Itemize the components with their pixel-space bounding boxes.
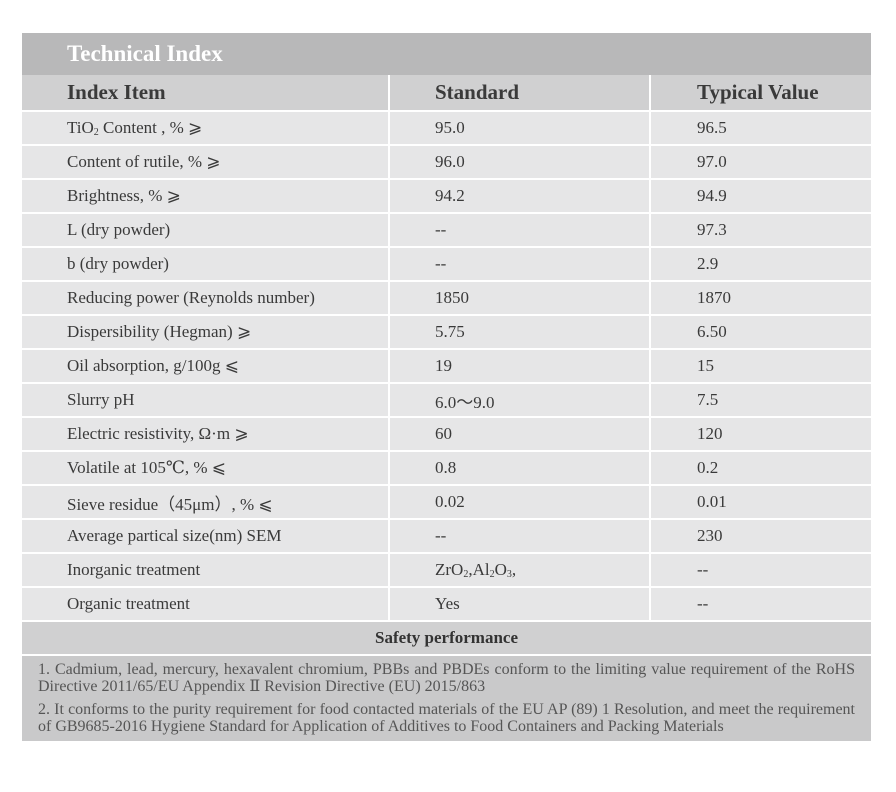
table-row: b (dry powder) -- 2.9 xyxy=(22,247,871,282)
row-typical: 97.3 xyxy=(650,213,871,248)
row-standard: 6.0～9.0 xyxy=(389,383,651,418)
row-standard: -- xyxy=(389,213,651,248)
technical-index-table: Index Item Standard Typical Value TiO2 C… xyxy=(22,75,871,622)
table-row: L (dry powder) -- 97.3 xyxy=(22,213,871,248)
safety-note: 2. It conforms to the purity requirement… xyxy=(38,701,855,735)
row-standard: ZrO2,Al2O3, xyxy=(389,553,651,588)
row-typical: 0.01 xyxy=(650,485,871,520)
safety-notes: 1. Cadmium, lead, mercury, hexavalent ch… xyxy=(22,656,871,741)
row-standard: 96.0 xyxy=(389,145,651,180)
row-typical: 0.2 xyxy=(650,451,871,486)
row-standard: 1850 xyxy=(389,281,651,316)
row-item: Reducing power (Reynolds number) xyxy=(22,281,390,316)
table-row: Average partical size(nm) SEM -- 230 xyxy=(22,519,871,554)
row-item: Electric resistivity, Ω·m ⩾ xyxy=(22,417,390,452)
row-typical: 96.5 xyxy=(650,111,871,146)
row-typical: -- xyxy=(650,553,871,588)
row-item: Slurry pH xyxy=(22,383,390,418)
table-title: Technical Index xyxy=(22,33,871,75)
table-row: Inorganic treatment ZrO2,Al2O3, -- xyxy=(22,553,871,588)
row-standard: Yes xyxy=(389,587,651,622)
table-row: Content of rutile, % ⩾ 96.0 97.0 xyxy=(22,145,871,180)
row-item: TiO2 Content , % ⩾ xyxy=(22,111,390,146)
row-item: Organic treatment xyxy=(22,587,390,622)
row-standard: 19 xyxy=(389,349,651,384)
safety-note: 1. Cadmium, lead, mercury, hexavalent ch… xyxy=(38,661,855,695)
row-item: Sieve residue（45μm）, % ⩽ xyxy=(22,485,390,520)
row-typical: 15 xyxy=(650,349,871,384)
table-row: Dispersibility (Hegman) ⩾ 5.75 6.50 xyxy=(22,315,871,350)
row-typical: 97.0 xyxy=(650,145,871,180)
technical-index-panel: Technical Index Index Item Standard Typi… xyxy=(22,33,871,741)
header-standard: Standard xyxy=(389,75,651,112)
row-typical: 2.9 xyxy=(650,247,871,282)
table-row: Volatile at 105℃, % ⩽ 0.8 0.2 xyxy=(22,451,871,486)
row-item: L (dry powder) xyxy=(22,213,390,248)
row-standard: -- xyxy=(389,247,651,282)
row-standard: 94.2 xyxy=(389,179,651,214)
table-row: TiO2 Content , % ⩾ 95.0 96.5 xyxy=(22,111,871,146)
row-typical: 6.50 xyxy=(650,315,871,350)
row-typical: -- xyxy=(650,587,871,622)
row-item: b (dry powder) xyxy=(22,247,390,282)
header-index-item: Index Item xyxy=(22,75,390,112)
table-row: Organic treatment Yes -- xyxy=(22,587,871,622)
row-typical: 230 xyxy=(650,519,871,554)
row-standard: 95.0 xyxy=(389,111,651,146)
row-item: Dispersibility (Hegman) ⩾ xyxy=(22,315,390,350)
row-typical: 94.9 xyxy=(650,179,871,214)
safety-performance-heading: Safety performance xyxy=(22,622,871,656)
row-standard: 5.75 xyxy=(389,315,651,350)
row-typical: 1870 xyxy=(650,281,871,316)
table-row: Sieve residue（45μm）, % ⩽ 0.02 0.01 xyxy=(22,485,871,520)
row-standard: -- xyxy=(389,519,651,554)
row-standard: 0.02 xyxy=(389,485,651,520)
header-row: Index Item Standard Typical Value xyxy=(22,75,871,112)
row-typical: 120 xyxy=(650,417,871,452)
table-row: Electric resistivity, Ω·m ⩾ 60 120 xyxy=(22,417,871,452)
row-item: Brightness, % ⩾ xyxy=(22,179,390,214)
table-row: Oil absorption, g/100g ⩽ 19 15 xyxy=(22,349,871,384)
table-row: Slurry pH 6.0～9.0 7.5 xyxy=(22,383,871,418)
table-row: Reducing power (Reynolds number) 1850 18… xyxy=(22,281,871,316)
row-item: Average partical size(nm) SEM xyxy=(22,519,390,554)
row-item: Volatile at 105℃, % ⩽ xyxy=(22,451,390,486)
row-standard: 60 xyxy=(389,417,651,452)
header-typical-value: Typical Value xyxy=(650,75,871,112)
row-item: Inorganic treatment xyxy=(22,553,390,588)
row-standard: 0.8 xyxy=(389,451,651,486)
row-typical: 7.5 xyxy=(650,383,871,418)
table-row: Brightness, % ⩾ 94.2 94.9 xyxy=(22,179,871,214)
row-item: Content of rutile, % ⩾ xyxy=(22,145,390,180)
row-item: Oil absorption, g/100g ⩽ xyxy=(22,349,390,384)
